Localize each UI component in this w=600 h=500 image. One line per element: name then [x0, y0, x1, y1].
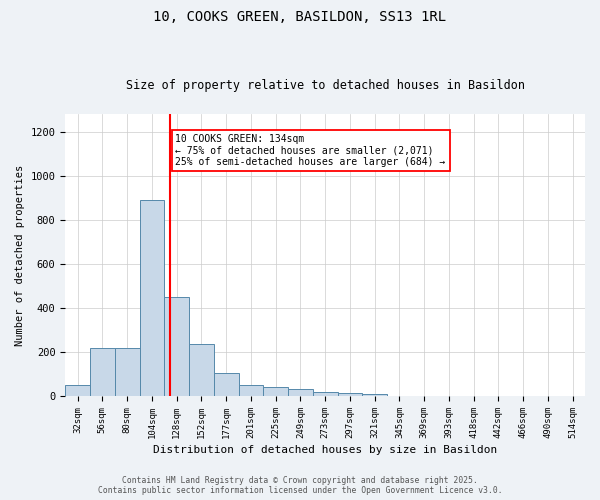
Bar — [362, 394, 387, 396]
Text: Contains HM Land Registry data © Crown copyright and database right 2025.
Contai: Contains HM Land Registry data © Crown c… — [98, 476, 502, 495]
Bar — [140, 200, 164, 396]
Text: 10, COOKS GREEN, BASILDON, SS13 1RL: 10, COOKS GREEN, BASILDON, SS13 1RL — [154, 10, 446, 24]
Bar — [115, 348, 140, 396]
Bar — [189, 344, 214, 396]
X-axis label: Distribution of detached houses by size in Basildon: Distribution of detached houses by size … — [153, 445, 497, 455]
Title: Size of property relative to detached houses in Basildon: Size of property relative to detached ho… — [125, 79, 524, 92]
Bar — [313, 392, 338, 396]
Bar — [263, 388, 288, 396]
Text: 10 COOKS GREEN: 134sqm
← 75% of detached houses are smaller (2,071)
25% of semi-: 10 COOKS GREEN: 134sqm ← 75% of detached… — [175, 134, 446, 167]
Bar — [214, 373, 239, 396]
Bar — [338, 393, 362, 396]
Bar — [65, 385, 90, 396]
Bar — [164, 297, 189, 396]
Bar — [90, 348, 115, 396]
Bar — [239, 385, 263, 396]
Y-axis label: Number of detached properties: Number of detached properties — [15, 164, 25, 346]
Bar — [288, 390, 313, 396]
